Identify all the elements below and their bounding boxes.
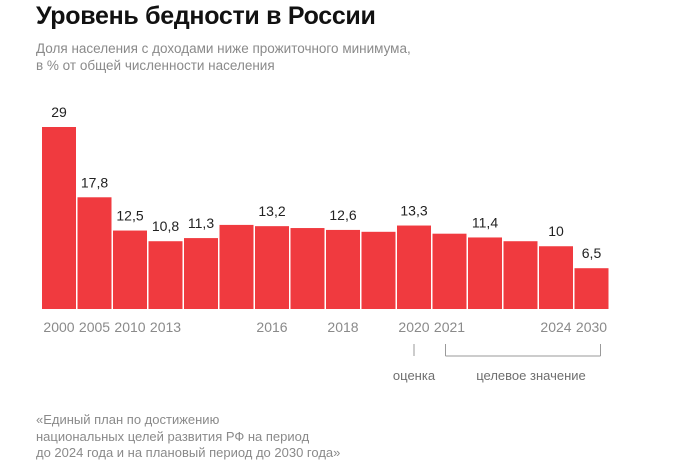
x-tick-label: 2005 xyxy=(79,319,110,335)
bar xyxy=(468,237,502,309)
x-tick-label: 2030 xyxy=(576,319,607,335)
x-tick-label: 2024 xyxy=(540,319,571,335)
bar xyxy=(113,230,147,309)
chart-subtitle: Доля населения с доходами ниже прожиточн… xyxy=(36,40,411,74)
bar xyxy=(42,127,76,309)
bar-value-label: 13,3 xyxy=(400,203,427,219)
bar-value-label: 11,3 xyxy=(188,215,214,231)
bar-value-label: 10,8 xyxy=(152,218,179,234)
chart-title: Уровень бедности в России xyxy=(36,2,376,30)
bar-value-label: 12,6 xyxy=(329,207,356,223)
bar-value-label: 10 xyxy=(548,223,564,239)
source-line: до 2024 года и на плановый период до 203… xyxy=(36,445,341,460)
x-tick-label: 2016 xyxy=(256,319,287,335)
bar-value-label: 6,5 xyxy=(582,245,602,261)
subtitle-line: Доля населения с доходами ниже прожиточн… xyxy=(36,41,411,56)
bar xyxy=(574,268,609,309)
bar-value-label: 12,5 xyxy=(116,208,143,224)
annotation-label: целевое значение xyxy=(476,368,586,383)
bar xyxy=(361,231,396,309)
bar xyxy=(77,197,112,309)
bar xyxy=(432,233,467,309)
annotation-label: оценка xyxy=(393,368,436,383)
bar xyxy=(184,238,218,309)
bar-value-label: 11,4 xyxy=(472,214,498,230)
bar xyxy=(290,228,325,309)
source-line: «Единый план по достижению xyxy=(36,412,220,427)
bar xyxy=(326,229,360,309)
bar-value-label: 29 xyxy=(51,104,67,120)
x-tick-label: 2013 xyxy=(150,319,181,335)
x-tick-label: 2021 xyxy=(434,319,465,335)
bar xyxy=(148,241,183,309)
subtitle-line: в % от общей численности населения xyxy=(36,58,275,73)
bar xyxy=(539,246,573,309)
x-tick-label: 2010 xyxy=(114,319,145,335)
bar-chart: 29 2000 17,8 2005 12,5 2010 10,8 2013 11,3 13,2 20… xyxy=(42,104,609,383)
x-tick-label: 2000 xyxy=(43,319,74,335)
bar xyxy=(503,241,538,309)
bar-value-label: 17,8 xyxy=(81,174,108,190)
bar xyxy=(255,226,289,309)
source-line: национальных целей развития РФ на период xyxy=(36,428,310,444)
x-tick-label: 2018 xyxy=(327,319,358,335)
bar-value-label: 13,2 xyxy=(258,203,285,219)
bar xyxy=(219,224,254,309)
bar xyxy=(397,225,431,309)
source-note: «Единый план по достижению национальных … xyxy=(36,412,340,462)
x-tick-label: 2020 xyxy=(398,319,429,335)
